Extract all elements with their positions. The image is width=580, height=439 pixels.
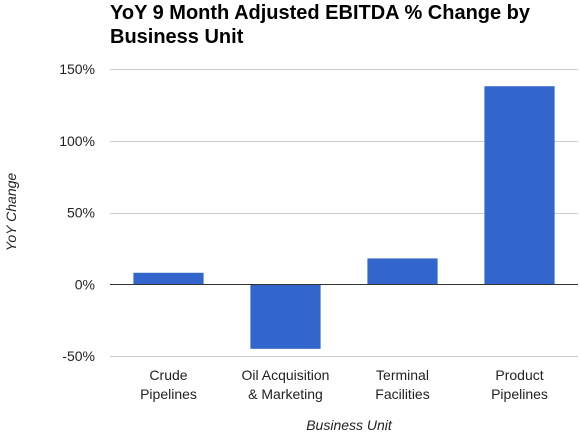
bar bbox=[367, 258, 438, 285]
y-tick-label: 50% bbox=[67, 205, 95, 221]
x-axis-label: Business Unit bbox=[306, 417, 393, 433]
x-axis-ticks: Crude Pipelines Oil Acquisition & Marketing… bbox=[140, 367, 548, 402]
bar bbox=[133, 272, 204, 285]
y-tick-label: 0% bbox=[75, 276, 95, 292]
x-tick-label: Terminal Facilities bbox=[375, 367, 429, 402]
y-axis-ticks: -50% 0% 50% 100% 150% bbox=[59, 61, 95, 364]
chart-title-line-1: YoY 9 Month Adjusted EBITDA % Change by bbox=[110, 2, 531, 24]
chart-title-line-2: Business Unit bbox=[110, 26, 244, 48]
y-tick-label: 100% bbox=[59, 133, 95, 149]
x-tick-label: Crude Pipelines bbox=[140, 367, 197, 402]
y-tick-label: -50% bbox=[62, 348, 95, 364]
bar bbox=[250, 284, 321, 349]
y-tick-label: 150% bbox=[59, 61, 95, 77]
bars bbox=[133, 86, 555, 349]
x-tick-label: Product Pipelines bbox=[491, 367, 548, 402]
x-tick-label: Oil Acquisition & Marketing bbox=[242, 367, 330, 402]
bar bbox=[484, 86, 555, 285]
y-axis-label: YoY Change bbox=[3, 173, 19, 252]
